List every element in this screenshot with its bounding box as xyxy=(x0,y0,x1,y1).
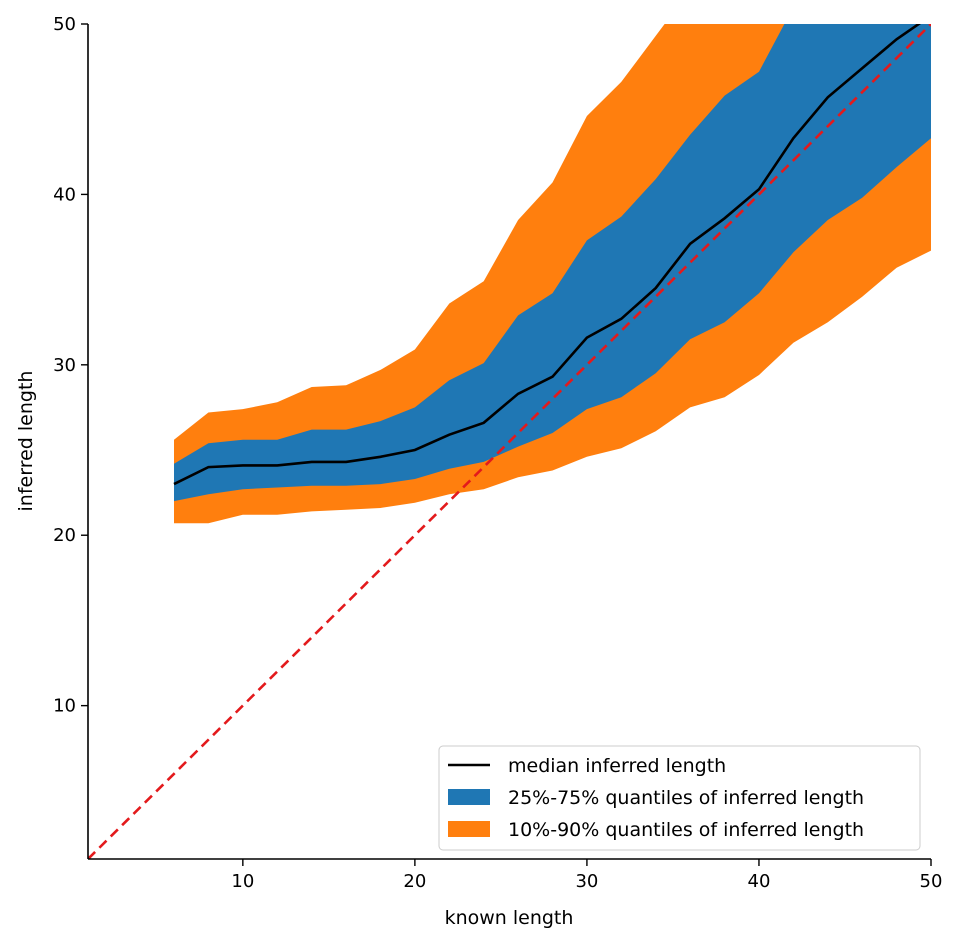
y-tick-label: 40 xyxy=(53,184,76,205)
axes: 10 20 30 40 50 10 20 30 40 50 xyxy=(53,14,942,892)
plot-area xyxy=(88,24,931,859)
x-tick-label: 10 xyxy=(231,871,254,892)
median-line xyxy=(173,24,921,486)
x-tick-label: 20 xyxy=(403,871,426,892)
legend-swatch-band xyxy=(448,821,490,837)
y-tick-label: 20 xyxy=(53,525,76,546)
legend: median inferred length 25%-75% quantiles … xyxy=(438,745,921,851)
band-25-75 xyxy=(174,24,931,502)
reference-diagonal-line xyxy=(88,24,931,859)
legend-label: 25%-75% quantiles of inferred length xyxy=(508,787,864,809)
legend-swatch-band xyxy=(448,789,490,805)
y-axis-label: inferred length xyxy=(15,371,37,512)
y-tick-label: 10 xyxy=(53,696,76,717)
x-tick-label: 50 xyxy=(920,871,943,892)
legend-box xyxy=(438,745,921,851)
legend-label: 10%-90% quantiles of inferred length xyxy=(508,819,864,841)
legend-label: median inferred length xyxy=(508,755,726,777)
y-tick-label: 30 xyxy=(53,355,76,376)
y-tick-label: 50 xyxy=(53,14,76,35)
x-tick-label: 30 xyxy=(575,871,598,892)
x-axis-label: known length xyxy=(445,907,574,929)
x-tick-label: 40 xyxy=(748,871,771,892)
